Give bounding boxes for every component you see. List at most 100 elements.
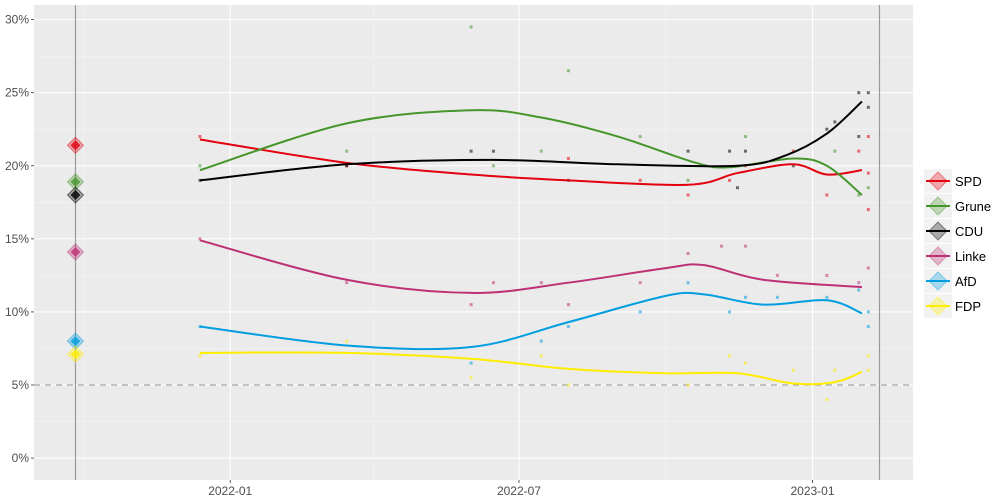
poll-point-afd	[825, 295, 829, 299]
poll-point-fdp	[686, 383, 690, 387]
trend-line-grune	[199, 109, 863, 196]
poll-point-spd	[566, 156, 570, 160]
poll-point-spd	[728, 178, 732, 182]
election-result-cdu	[70, 190, 81, 200]
election-result-grune	[70, 176, 81, 187]
y-axis: 0% 5% 10% 15% 20% 25% 30%	[5, 13, 34, 465]
poll-point-grune	[539, 149, 543, 153]
poll-point-cdu	[736, 186, 740, 190]
poll-point-linke	[345, 281, 349, 285]
trend-line-fdp	[199, 351, 863, 386]
poll-point-grune	[638, 135, 642, 139]
x-tick-label: 2022-07	[497, 484, 541, 498]
trend-line-afd	[199, 291, 863, 351]
poll-point-linke	[775, 273, 779, 277]
election-result-fdp	[70, 349, 81, 360]
poll-point-grune	[345, 149, 349, 153]
poll-point-cdu	[866, 91, 870, 95]
poll-point-linke	[469, 303, 473, 307]
y-tick-label: 15%	[5, 232, 29, 246]
poll-point-spd	[866, 135, 870, 139]
y-tick-label: 25%	[5, 86, 29, 100]
legend-label-fdp: FDP	[955, 299, 981, 314]
poll-point-grune	[866, 186, 870, 190]
poll-point-linke	[857, 281, 861, 285]
poll-point-afd	[469, 361, 473, 365]
poll-point-afd	[866, 310, 870, 314]
poll-point-linke	[539, 281, 543, 285]
poll-point-afd	[638, 310, 642, 314]
legend-label-cdu: CDU	[955, 224, 983, 239]
poll-point-grune	[686, 178, 690, 182]
poll-point-fdp	[345, 339, 349, 343]
poll-point-spd	[686, 193, 690, 197]
poll-point-fdp	[833, 368, 837, 372]
poll-point-afd	[728, 310, 732, 314]
x-tick-label: 2022-01	[208, 484, 252, 498]
poll-point-cdu	[728, 149, 732, 153]
poll-point-fdp	[791, 368, 795, 372]
legend-label-grune: Grune	[955, 199, 991, 214]
y-tick-label: 30%	[5, 13, 29, 27]
poll-point-fdp	[469, 376, 473, 380]
poll-point-spd	[857, 149, 861, 153]
poll-point-linke	[686, 251, 690, 255]
legend: SPD Grune CDU Linke AfD FDP	[924, 169, 991, 318]
poll-point-grune	[469, 25, 473, 29]
poll-point-fdp	[198, 354, 202, 358]
poll-point-cdu	[866, 105, 870, 109]
poll-point-grune	[857, 193, 861, 197]
poll-point-spd	[638, 178, 642, 182]
x-tick-label: 2023-01	[790, 484, 834, 498]
poll-point-spd	[866, 171, 870, 175]
y-tick-label: 10%	[5, 305, 29, 319]
poll-point-linke	[198, 237, 202, 241]
trend-line-linke	[199, 239, 863, 294]
poll-point-spd	[825, 193, 829, 197]
poll-point-fdp	[866, 368, 870, 372]
reference-lines	[34, 5, 913, 480]
poll-point-linke	[866, 266, 870, 270]
poll-point-fdp	[825, 398, 829, 402]
trend-line-spd	[199, 138, 863, 186]
poll-point-linke	[491, 281, 495, 285]
poll-point-fdp	[728, 354, 732, 358]
trend-lines	[199, 100, 863, 386]
poll-point-cdu	[345, 164, 349, 168]
poll-point-afd	[775, 295, 779, 299]
poll-point-fdp	[866, 354, 870, 358]
poll-point-spd	[791, 149, 795, 153]
election-result-spd	[70, 140, 81, 151]
trend-line-cdu	[199, 100, 863, 182]
legend-label-linke: Linke	[955, 249, 986, 264]
poll-point-fdp	[566, 383, 570, 387]
poll-point-grune	[491, 164, 495, 168]
poll-point-afd	[686, 281, 690, 285]
y-tick-label: 5%	[12, 378, 30, 392]
poll-point-afd	[539, 339, 543, 343]
poll-point-grune	[566, 69, 570, 73]
poll-point-grune	[833, 149, 837, 153]
y-tick-label: 0%	[12, 451, 30, 465]
poll-point-linke	[825, 273, 829, 277]
poll-point-cdu	[469, 149, 473, 153]
poll-point-spd	[198, 135, 202, 139]
poll-point-cdu	[791, 164, 795, 168]
poll-point-cdu	[857, 135, 861, 139]
poll-point-afd	[743, 295, 747, 299]
poll-point-grune	[198, 164, 202, 168]
poll-point-fdp	[539, 354, 543, 358]
election-result-afd	[70, 336, 81, 347]
poll-point-linke	[566, 303, 570, 307]
poll-point-linke	[720, 244, 724, 248]
poll-point-spd	[866, 208, 870, 212]
x-axis: 2022-01 2022-07 2023-01	[208, 480, 835, 498]
election-result-linke	[70, 247, 81, 257]
legend-label-spd: SPD	[955, 174, 982, 189]
poll-point-linke	[743, 244, 747, 248]
election-results	[66, 136, 85, 364]
poll-point-cdu	[857, 91, 861, 95]
y-tick-label: 20%	[5, 159, 29, 173]
poll-point-afd	[566, 325, 570, 329]
